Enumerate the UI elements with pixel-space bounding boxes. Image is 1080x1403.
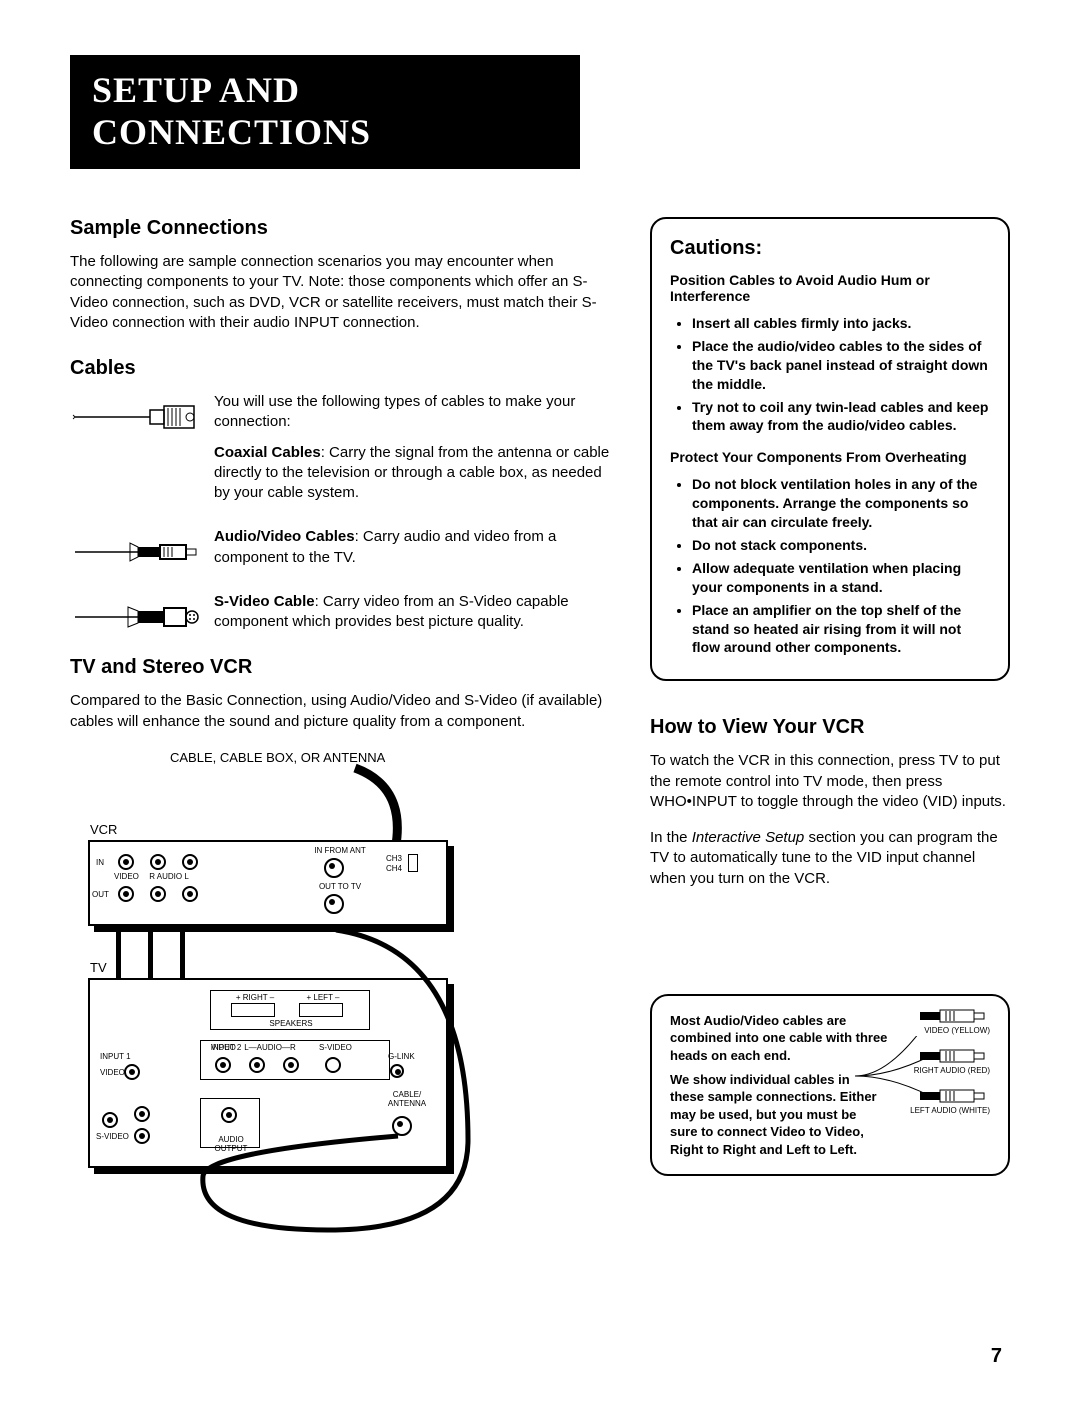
- label-in-from-ant: IN FROM ANT: [310, 846, 370, 855]
- jack-icon: [150, 854, 166, 870]
- label-raudio: R AUDIO L: [144, 872, 194, 881]
- how-heading: How to View Your VCR: [650, 716, 1010, 739]
- vcr-label: VCR: [90, 822, 117, 837]
- label-ch3: CH3: [386, 854, 402, 863]
- cable-routing-svg: [88, 920, 488, 1270]
- jack-icon: [150, 886, 166, 902]
- caution-item: Insert all cables firmly into jacks.: [692, 314, 992, 333]
- caution-item: Allow adequate ventilation when placing …: [692, 559, 992, 597]
- caution-item: Do not stack components.: [692, 536, 992, 555]
- mini-cable-icon: [920, 1008, 990, 1024]
- sample-connections-para: The following are sample connection scen…: [70, 252, 618, 333]
- av-text: Audio/Video Cables: Carry audio and vide…: [214, 527, 618, 568]
- caution-item: Do not block ventilation holes in any of…: [692, 475, 992, 532]
- coaxial-cable-icon: [70, 396, 200, 438]
- svideo-text: S-Video Cable: Carry video from an S-Vid…: [214, 592, 618, 633]
- cables-heading: Cables: [70, 357, 618, 380]
- cautions-list1: Insert all cables firmly into jacks. Pla…: [670, 314, 992, 435]
- cable-row-av: Audio/Video Cables: Carry audio and vide…: [70, 527, 618, 578]
- jack-icon: [324, 894, 344, 914]
- right-column: Cautions: Position Cables to Avoid Audio…: [650, 217, 1010, 1270]
- label-out: OUT: [92, 890, 109, 899]
- cautions-list2: Do not block ventilation holes in any of…: [670, 475, 992, 657]
- svideo-cable-icon: [70, 596, 200, 638]
- page-number: 7: [991, 1345, 1002, 1368]
- tv-stereo-vcr-heading: TV and Stereo VCR: [70, 656, 618, 679]
- jack-icon: [182, 854, 198, 870]
- sample-connections-heading: Sample Connections: [70, 217, 618, 240]
- label-in: IN: [96, 858, 104, 867]
- content-columns: Sample Connections The following are sam…: [70, 217, 1010, 1270]
- cautions-sub1: Position Cables to Avoid Audio Hum or In…: [670, 272, 992, 304]
- cables-intro-text: You will use the following types of cabl…: [214, 392, 618, 433]
- cable-row-intro: You will use the following types of cabl…: [70, 392, 618, 513]
- av-cable-note-box: Most Audio/Video cables are combined int…: [650, 994, 1010, 1176]
- page-title-bar: SETUP AND CONNECTIONS: [70, 55, 580, 169]
- cautions-heading: Cautions:: [670, 237, 992, 260]
- connection-diagram: CABLE, CABLE BOX, OR ANTENNA VCR IN VIDE…: [70, 750, 490, 1270]
- left-column: Sample Connections The following are sam…: [70, 217, 618, 1270]
- caution-item: Try not to coil any twin-lead cables and…: [692, 398, 992, 436]
- three-head-fanout: [850, 1036, 940, 1116]
- av-note-line2: We show individual cables in these sampl…: [670, 1072, 877, 1157]
- coaxial-text: Coaxial Cables: Carry the signal from th…: [214, 443, 618, 504]
- av-cable-icon: [70, 531, 200, 573]
- cautions-box: Cautions: Position Cables to Avoid Audio…: [650, 217, 1010, 681]
- switch-icon: [408, 854, 418, 872]
- caution-item: Place the audio/video cables to the side…: [692, 337, 992, 394]
- jack-icon: [118, 886, 134, 902]
- jack-icon: [324, 858, 344, 878]
- jack-icon: [182, 886, 198, 902]
- caution-item: Place an amplifier on the top shelf of t…: [692, 601, 992, 658]
- cautions-sub2: Protect Your Components From Overheating: [670, 449, 992, 465]
- jack-icon: [118, 854, 134, 870]
- how-to-view-vcr: How to View Your VCR To watch the VCR in…: [650, 716, 1010, 889]
- how-p2: In the Interactive Setup section you can…: [650, 828, 1010, 889]
- cable-row-svideo: S-Video Cable: Carry video from an S-Vid…: [70, 592, 618, 643]
- label-ch4: CH4: [386, 864, 402, 873]
- label-video: VIDEO: [114, 872, 139, 881]
- label-out-to-tv: OUT TO TV: [312, 882, 368, 891]
- how-p1: To watch the VCR in this connection, pre…: [650, 751, 1010, 812]
- tv-stereo-vcr-para: Compared to the Basic Connection, using …: [70, 691, 618, 732]
